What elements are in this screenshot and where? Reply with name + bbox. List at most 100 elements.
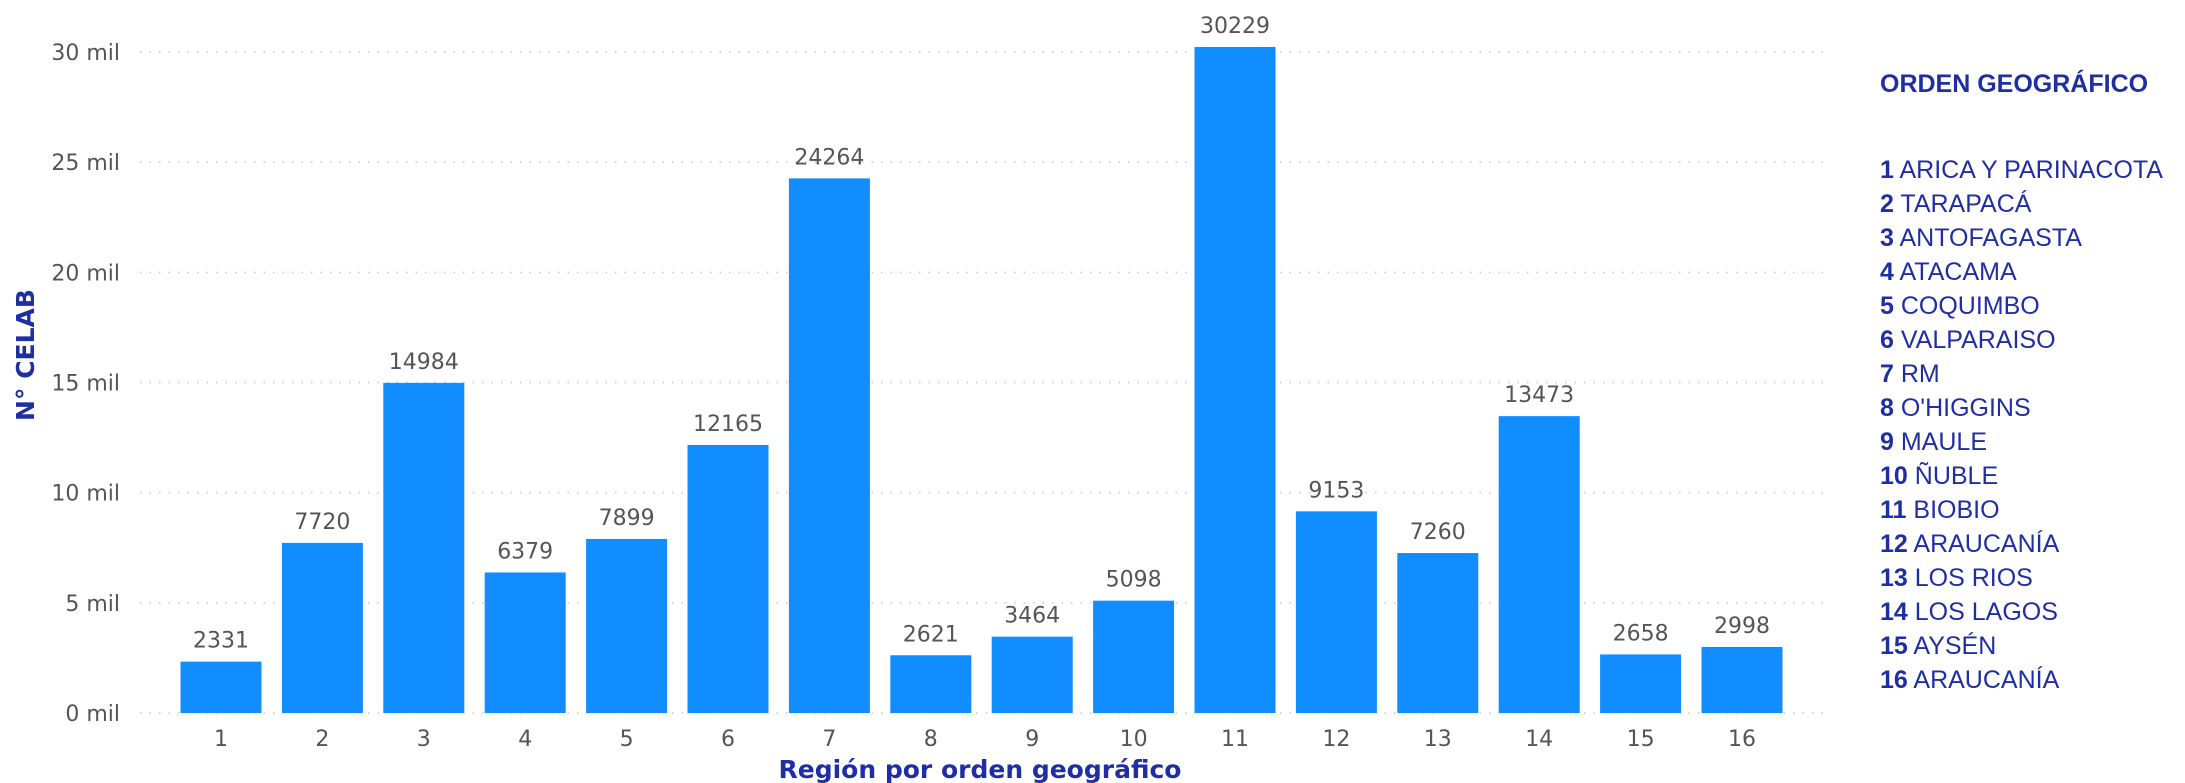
bars	[180, 46, 1783, 714]
legend-item: 13 LOS RIOS	[1880, 561, 2180, 595]
legend-panel: ORDEN GEOGRÁFICO 1 ARICA Y PARINACOTA 2 T…	[1880, 70, 2180, 697]
data-label: 2998	[1714, 614, 1770, 639]
data-label: 7899	[599, 506, 655, 531]
bar	[383, 382, 465, 713]
y-axis-title: N° CELAB	[11, 289, 40, 421]
legend-item-number: 5	[1880, 292, 1894, 320]
legend-item-label: COQUIMBO	[1900, 292, 2040, 320]
data-label: 2331	[193, 629, 249, 654]
legend-item-label: ÑUBLE	[1914, 462, 1999, 490]
x-tick-label: 4	[518, 727, 532, 752]
x-tick-label: 16	[1728, 727, 1756, 752]
bar	[484, 572, 566, 713]
data-label: 7720	[294, 510, 350, 535]
legend-item: 1 ARICA Y PARINACOTA	[1880, 153, 2180, 187]
bar	[1194, 46, 1276, 714]
legend-item: 10 ÑUBLE	[1880, 459, 2180, 493]
x-axis-title: Región por orden geográfico	[779, 755, 1182, 783]
data-label: 30229	[1200, 14, 1270, 39]
data-label: 9153	[1308, 478, 1364, 503]
legend-item-label: ARAUCANÍA	[1913, 666, 2060, 694]
legend-title: ORDEN GEOGRÁFICO	[1880, 70, 2149, 98]
legend-item-label: LOS LAGOS	[1914, 598, 2058, 626]
x-tick-label: 12	[1322, 727, 1350, 752]
x-tick-label: 2	[315, 727, 329, 752]
legend-list: 1 ARICA Y PARINACOTA 2 TARAPACÁ 3 ANTOFAGA…	[1880, 153, 2180, 697]
legend-item-label: TARAPACÁ	[1900, 190, 2032, 218]
y-tick-label: 5 mil	[65, 592, 120, 617]
legend-item-label: O'HIGGINS	[1900, 394, 2031, 422]
legend-item: 15 AYSÉN	[1880, 629, 2180, 663]
y-tick-label: 15 mil	[51, 372, 120, 397]
legend-item: 3 ANTOFAGASTA	[1880, 221, 2180, 255]
data-label: 2621	[903, 622, 959, 647]
legend-item-label: ARICA Y PARINACOTA	[1899, 156, 2163, 184]
bar	[1600, 654, 1682, 713]
legend-item-number: 9	[1880, 428, 1894, 456]
legend-item-number: 14	[1880, 598, 1908, 626]
data-label: 2658	[1613, 621, 1669, 646]
legend-item-label: MAULE	[1900, 428, 1987, 456]
legend-item: 7 RM	[1880, 357, 2180, 391]
legend-item-number: 11	[1880, 496, 1907, 524]
y-axis-ticks: 0 mil 5 mil 10 mil 15 mil 20 mil 25 mil 30 mil	[51, 41, 120, 727]
legend-item: 2 TARAPACÁ	[1880, 187, 2180, 221]
x-tick-label: 7	[822, 727, 836, 752]
y-tick-label: 30 mil	[51, 41, 120, 66]
legend-item-label: ARAUCANÍA	[1913, 530, 2060, 558]
legend-item: 6 VALPARAISO	[1880, 323, 2180, 357]
legend-item-number: 8	[1880, 394, 1894, 422]
legend-item: 5 COQUIMBO	[1880, 289, 2180, 323]
bar	[586, 538, 668, 713]
legend-item-label: LOS RIOS	[1914, 564, 2033, 592]
legend-item-number: 4	[1880, 258, 1894, 286]
legend-item-number: 6	[1880, 326, 1894, 354]
legend-item: 9 MAULE	[1880, 425, 2180, 459]
x-tick-label: 15	[1627, 727, 1655, 752]
x-tick-label: 14	[1525, 727, 1553, 752]
x-tick-label: 11	[1221, 727, 1249, 752]
bar	[687, 444, 769, 713]
data-label: 13473	[1504, 383, 1574, 408]
y-tick-label: 10 mil	[51, 482, 120, 507]
bar	[1093, 600, 1175, 713]
legend-item-number: 16	[1880, 666, 1908, 694]
data-label: 7260	[1410, 520, 1466, 545]
bar-chart: 0 mil 5 mil 10 mil 15 mil 20 mil 25 mil 30 mil…	[11, 14, 1825, 783]
data-label: 24264	[794, 145, 864, 170]
y-tick-label: 25 mil	[51, 151, 120, 176]
x-tick-label: 6	[721, 727, 735, 752]
data-labels: 2331 7720 14984 6379 7899 12165 24264 2621 3464 5…	[193, 14, 1770, 654]
data-label: 5098	[1106, 568, 1162, 593]
x-tick-label: 1	[214, 727, 228, 752]
bar	[281, 542, 363, 713]
bar	[890, 655, 972, 713]
legend-item-label: VALPARAISO	[1900, 326, 2056, 354]
y-tick-label: 0 mil	[65, 702, 120, 727]
legend-item-label: ANTOFAGASTA	[1899, 224, 2082, 252]
x-tick-label: 5	[620, 727, 634, 752]
y-tick-label: 20 mil	[51, 261, 120, 286]
bar	[1295, 511, 1377, 713]
x-axis-ticks: 1 2 3 4 5 6 7 8 9 10 11 12 13 14 15 16	[214, 727, 1756, 752]
bar	[1498, 416, 1580, 713]
legend-item-number: 7	[1880, 360, 1894, 388]
x-tick-label: 8	[924, 727, 938, 752]
bar	[180, 661, 262, 713]
x-tick-label: 13	[1424, 727, 1452, 752]
legend-item: 16 ARAUCANÍA	[1880, 663, 2180, 697]
bar	[991, 636, 1073, 713]
legend-item: 8 O'HIGGINS	[1880, 391, 2180, 425]
legend-item-label: RM	[1900, 360, 1940, 388]
legend-item: 12 ARAUCANÍA	[1880, 527, 2180, 561]
bar	[1701, 646, 1783, 713]
legend-item: 14 LOS LAGOS	[1880, 595, 2180, 629]
legend-item: 11 BIOBIO	[1880, 493, 2180, 527]
bar	[788, 178, 870, 714]
x-tick-label: 9	[1025, 727, 1039, 752]
legend-item-label: AYSÉN	[1913, 632, 1997, 660]
legend-item-number: 15	[1880, 632, 1908, 660]
legend-item-number: 13	[1880, 564, 1908, 592]
data-label: 6379	[497, 539, 553, 564]
legend-item-label: BIOBIO	[1913, 496, 2000, 524]
